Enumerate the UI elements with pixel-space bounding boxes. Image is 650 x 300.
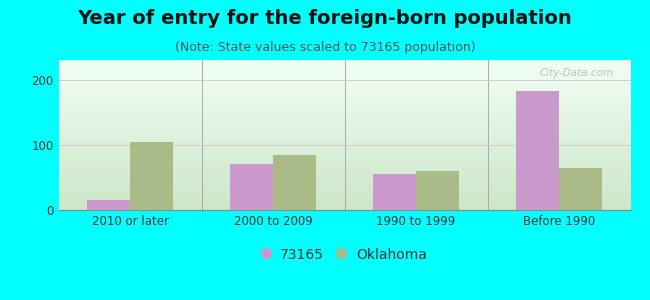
- Bar: [87, 200, 130, 210]
- Bar: [130, 142, 173, 210]
- Legend: 73165, Oklahoma: 73165, Oklahoma: [258, 244, 431, 266]
- Bar: [273, 154, 316, 210]
- Bar: [416, 171, 459, 210]
- Text: Year of entry for the foreign-born population: Year of entry for the foreign-born popul…: [77, 9, 573, 28]
- Bar: [516, 91, 559, 210]
- Text: (Note: State values scaled to 73165 population): (Note: State values scaled to 73165 popu…: [175, 40, 475, 53]
- Bar: [230, 164, 273, 210]
- Bar: [373, 174, 416, 210]
- Text: City-Data.com: City-Data.com: [540, 68, 614, 77]
- Bar: [559, 168, 602, 210]
